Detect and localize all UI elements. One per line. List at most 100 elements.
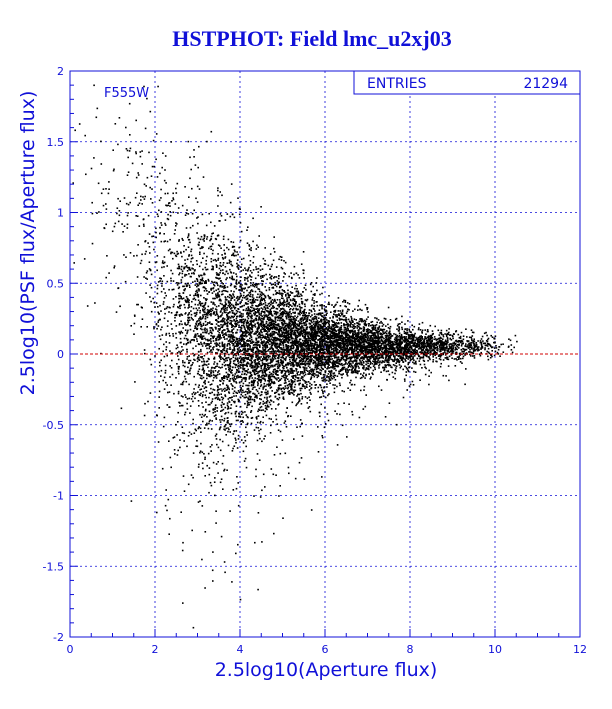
data-point (274, 391, 277, 394)
data-point (216, 393, 219, 396)
data-point (233, 379, 235, 382)
data-point (272, 259, 275, 262)
data-point (126, 174, 129, 176)
data-point (266, 408, 268, 411)
data-point (220, 406, 223, 408)
data-point (185, 380, 188, 383)
data-point (175, 337, 178, 339)
data-point (198, 188, 201, 190)
data-point (245, 309, 247, 312)
data-point (257, 319, 260, 321)
data-point (231, 336, 234, 338)
data-point (261, 283, 264, 285)
data-point (252, 351, 254, 354)
data-point (184, 323, 186, 326)
data-point (232, 332, 234, 334)
data-point (113, 266, 115, 269)
data-point (280, 359, 282, 361)
data-point (189, 241, 191, 244)
data-point (243, 359, 246, 362)
data-point (150, 363, 153, 366)
data-point (279, 333, 281, 336)
data-point (188, 359, 190, 362)
data-point (257, 341, 260, 344)
data-point (293, 360, 296, 362)
data-point (260, 325, 263, 327)
data-point (283, 299, 285, 302)
data-point (195, 260, 198, 262)
data-point (257, 271, 260, 273)
data-point (248, 323, 251, 326)
data-point (260, 330, 263, 333)
data-point (219, 367, 222, 369)
data-point (107, 192, 110, 195)
data-point (147, 214, 150, 217)
data-point (158, 312, 160, 315)
data-point (279, 293, 281, 295)
data-point (261, 369, 263, 371)
data-point (222, 388, 225, 391)
data-point (279, 301, 282, 304)
data-point (179, 402, 181, 404)
data-point (217, 321, 219, 323)
data-point (282, 351, 285, 354)
data-point (234, 323, 237, 326)
data-point (179, 332, 181, 335)
data-point (244, 267, 246, 269)
data-point (233, 290, 235, 293)
data-point (236, 329, 239, 331)
data-point (227, 406, 229, 408)
data-point (280, 356, 282, 359)
data-point (298, 325, 300, 327)
data-point (246, 326, 249, 329)
data-point (202, 335, 205, 337)
data-point (197, 372, 199, 375)
data-point (248, 326, 251, 329)
data-point (249, 320, 251, 323)
data-point (293, 330, 296, 332)
data-point (255, 389, 258, 391)
data-point (198, 145, 200, 148)
data-point (287, 326, 289, 329)
data-point (108, 272, 110, 274)
data-point (201, 282, 204, 285)
data-point (177, 367, 180, 370)
data-point (219, 481, 222, 484)
data-point (246, 298, 249, 300)
data-point (273, 532, 275, 535)
data-point (227, 385, 229, 387)
data-point (287, 315, 290, 317)
data-point (251, 340, 254, 343)
data-point (215, 417, 217, 419)
data-point (249, 340, 252, 342)
data-point (224, 289, 226, 292)
data-point (230, 263, 232, 266)
data-point (167, 320, 169, 322)
data-point (293, 375, 296, 377)
data-point (282, 324, 284, 327)
data-point (240, 387, 242, 389)
data-point (200, 325, 203, 328)
data-point (273, 327, 276, 329)
data-point (256, 350, 258, 352)
data-point (166, 384, 168, 386)
data-point (141, 150, 143, 152)
data-point (282, 292, 284, 295)
data-point (199, 377, 202, 379)
data-point (295, 342, 297, 344)
data-point (140, 306, 143, 308)
data-point (249, 359, 251, 361)
data-point (166, 240, 169, 243)
data-point (302, 366, 305, 368)
data-point (284, 372, 287, 375)
data-point (250, 290, 252, 292)
data-point (303, 277, 305, 279)
data-point (246, 422, 249, 425)
data-point (242, 363, 244, 366)
data-point (273, 381, 275, 383)
data-point (219, 426, 222, 428)
data-point (208, 392, 211, 394)
data-point (213, 284, 216, 287)
data-point (177, 411, 179, 414)
data-point (233, 315, 235, 318)
